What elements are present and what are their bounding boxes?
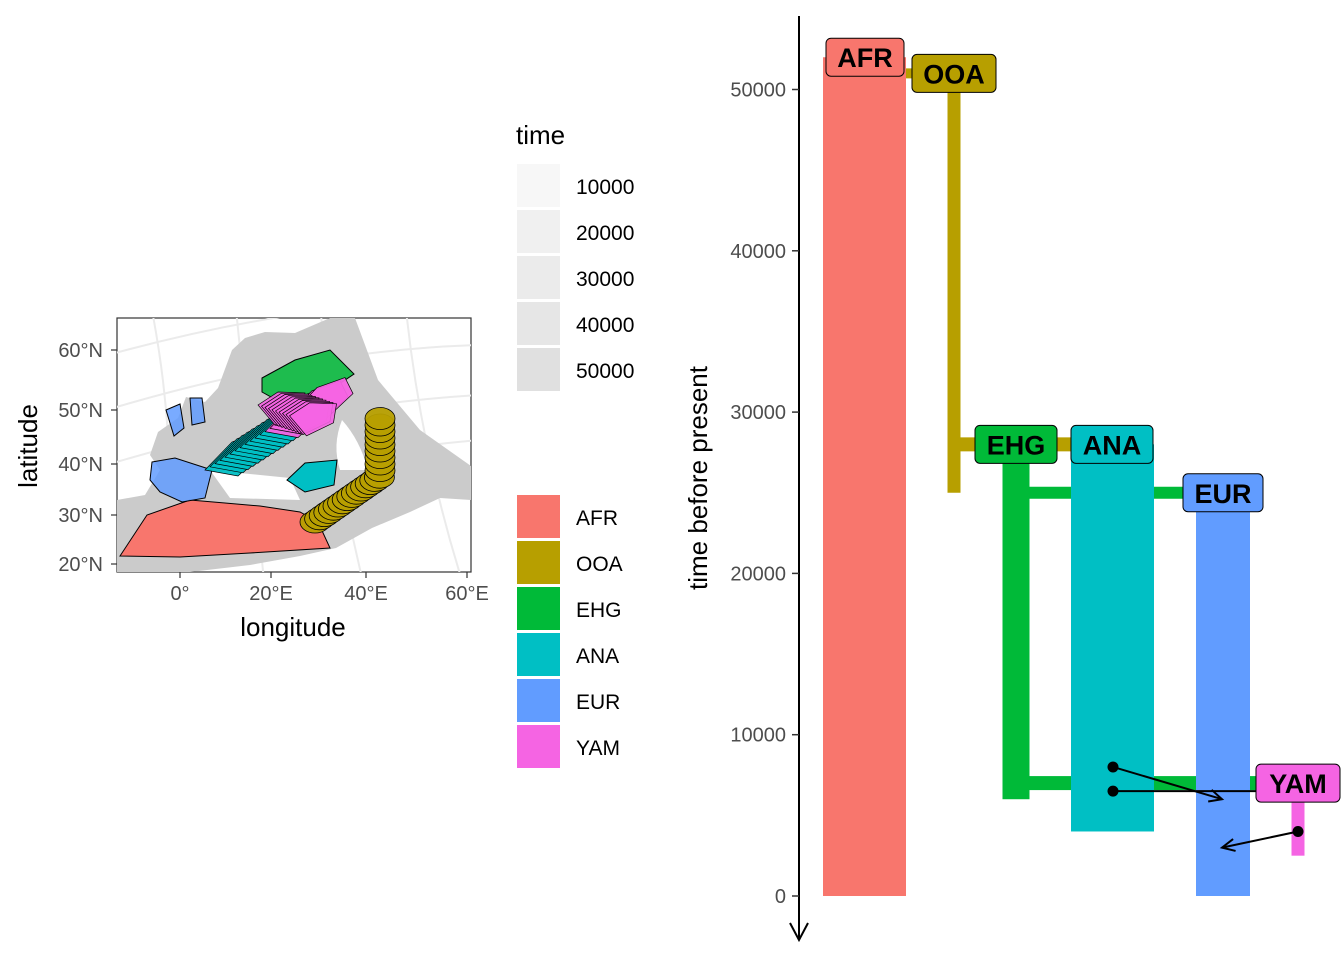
- map-x-tick-label: 20°E: [249, 583, 293, 605]
- population-branch-ooa: [947, 73, 961, 493]
- population-label-box: [825, 37, 905, 77]
- legend-pop-label: ANA: [576, 645, 619, 668]
- tree-y-tick-label: 0: [775, 886, 786, 908]
- trail-ellipse: [364, 407, 396, 430]
- map-y-tick-label: 20°N: [58, 554, 103, 576]
- population-label: YAM: [1269, 769, 1327, 799]
- legend-time-key: [517, 302, 560, 345]
- population-label: AFR: [837, 43, 893, 73]
- legend-time-label: 20000: [576, 222, 634, 245]
- tree-y-tick-label: 30000: [730, 402, 786, 424]
- tree-y-axis-arrowhead: [789, 922, 809, 943]
- map-y-tick-label: 40°N: [58, 454, 103, 476]
- map-x-tick-label: 40°E: [344, 583, 388, 605]
- region-eur: [149, 397, 213, 503]
- population-label-box: [1182, 473, 1264, 513]
- legend-pop-key: [517, 495, 560, 538]
- legend-pop-key: [517, 633, 560, 676]
- legend-time-label: 50000: [576, 360, 634, 383]
- legend-population: AFR OOA EHG ANA EUR YAM: [517, 495, 623, 768]
- legend-time-key: [517, 256, 560, 299]
- population-label-box: [974, 424, 1058, 464]
- region-ana: [286, 459, 338, 493]
- gene-flow-source-point: [1107, 785, 1119, 797]
- gene-flow-arrow: [1112, 766, 1223, 801]
- map-x-tick-label: 60°E: [445, 583, 489, 605]
- population-label-box: [1255, 763, 1341, 803]
- legend-time-key: [517, 348, 560, 391]
- population-label-box: [911, 53, 997, 93]
- map-y-tick-label: 60°N: [58, 340, 103, 362]
- ooa-migration-trail: [299, 407, 396, 534]
- map-axes: 0° 20°E 40°E 60°E 20°N 30°N 40°N 50°N 60°N: [58, 340, 488, 605]
- legend-pop-label: EUR: [576, 691, 620, 714]
- tree-y-tick-label: 20000: [730, 563, 786, 585]
- map-x-tick-label: 0°: [170, 583, 189, 605]
- population-label: EHG: [987, 430, 1046, 460]
- legend-pop-key: [517, 725, 560, 768]
- population-bar-eur: [1196, 492, 1250, 896]
- map-y-tick-label: 50°N: [58, 400, 103, 422]
- legend-time-title: time: [516, 120, 565, 150]
- legend-time-key: [517, 210, 560, 253]
- population-label-box: [1070, 424, 1154, 464]
- tree-y-tick-label: 40000: [730, 241, 786, 263]
- population-label: EUR: [1194, 479, 1251, 509]
- tree-y-tick-label: 50000: [730, 80, 786, 102]
- tree-panel: AFR OOA EHG ANA EUR YAM 0 10000 20000 30000 40000…: [683, 16, 1341, 943]
- population-label: OOA: [923, 59, 985, 89]
- legend-pop-label: OOA: [576, 553, 623, 576]
- legend-time-label: 10000: [576, 176, 634, 199]
- population-bar-ana: [1071, 444, 1154, 832]
- legend-time: time 10000 20000 30000 40000 50000: [516, 120, 634, 391]
- region-afr: [119, 499, 331, 558]
- population-label: ANA: [1083, 430, 1142, 460]
- gene-flow-source-point: [1292, 825, 1304, 837]
- population-bar-afr: [823, 57, 906, 897]
- population-branch-ehg: [1002, 444, 1030, 800]
- legend-pop-key: [517, 541, 560, 584]
- legend-pop-key: [517, 679, 560, 722]
- legend-pop-label: AFR: [576, 507, 618, 530]
- gene-flow-arrowhead: [1219, 838, 1236, 852]
- map-y-tick-label: 30°N: [58, 505, 103, 527]
- gene-flow-arrowhead: [1208, 789, 1225, 803]
- land-gap: [336, 420, 368, 470]
- legend-time-key: [517, 164, 560, 207]
- tree-y-axis-title: time before present: [683, 365, 713, 590]
- legend-time-label: 40000: [576, 314, 634, 337]
- tree-y-tick-label: 10000: [730, 725, 786, 747]
- gene-flow-source-point: [1107, 761, 1119, 773]
- legend-pop-key: [517, 587, 560, 630]
- map-panel: 0° 20°E 40°E 60°E 20°N 30°N 40°N 50°N 60°N longi…: [13, 317, 489, 642]
- map-x-axis-title: longitude: [240, 612, 346, 642]
- legend-pop-label: EHG: [576, 599, 622, 622]
- trail-polygon: [288, 402, 337, 437]
- gene-flow-arrow: [1221, 830, 1299, 849]
- legend-time-label: 30000: [576, 268, 634, 291]
- land-gap: [210, 470, 300, 500]
- map-drawing: [117, 318, 471, 572]
- legend-pop-label: YAM: [576, 737, 620, 760]
- yam-migration-trail: [257, 391, 337, 437]
- map-y-axis-title: latitude: [13, 404, 43, 488]
